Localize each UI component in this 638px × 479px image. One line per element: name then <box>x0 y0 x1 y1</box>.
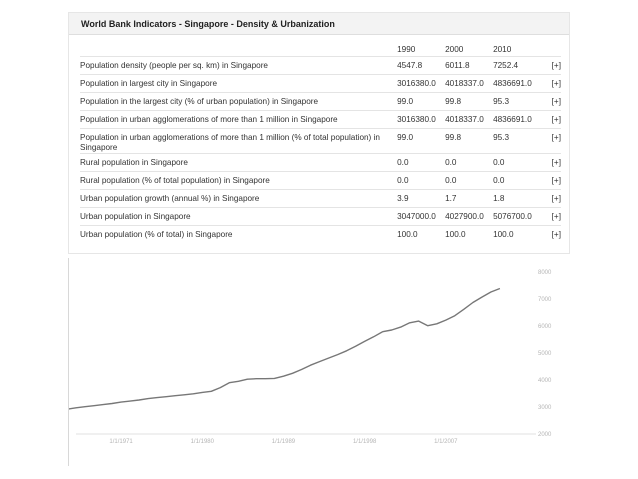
table-row: Rural population in Singapore 0.0 0.0 0.0 [+… <box>80 153 561 172</box>
table-row: Urban population growth (annual %) in Si… <box>80 189 561 208</box>
x-tick-label: 1/1/1971 <box>109 439 133 445</box>
table-row: Population in urban agglomerations of mo… <box>80 128 561 154</box>
header-year-1990: 1990 <box>397 45 416 54</box>
indicator-value: 1.8 <box>493 189 542 208</box>
indicator-name: Rural population (% of total population)… <box>80 171 398 190</box>
indicator-value: 0.0 <box>445 153 494 172</box>
table-header-row: 1990 2000 2010 <box>80 43 561 57</box>
y-tick-label: 3000 <box>538 405 552 411</box>
indicator-value: 99.0 <box>397 128 446 154</box>
y-tick-label: 8000 <box>538 270 552 276</box>
indicator-value: 5076700.0 <box>493 207 542 226</box>
indicator-value: 1.7 <box>445 189 494 208</box>
expand-row-link[interactable]: [+] <box>541 92 561 111</box>
table-row: Population in largest city in Singapore 3… <box>80 74 561 93</box>
table-row: Rural population (% of total population)… <box>80 171 561 190</box>
expand-row-link[interactable]: [+] <box>541 128 561 154</box>
indicator-name: Urban population in Singapore <box>80 207 398 226</box>
x-tick-label: 1/1/2007 <box>434 439 458 445</box>
indicator-value: 99.8 <box>445 128 494 154</box>
indicator-value: 95.3 <box>493 128 542 154</box>
header-name-cell <box>80 43 397 57</box>
expand-row-link[interactable]: [+] <box>541 171 561 190</box>
indicator-value: 3016380.0 <box>397 74 446 93</box>
indicator-value: 99.8 <box>445 92 494 111</box>
x-tick-label: 1/1/1998 <box>353 439 377 445</box>
indicator-value: 4836691.0 <box>493 74 542 93</box>
indicator-value: 6011.8 <box>445 56 494 75</box>
header-year-2010: 2010 <box>493 45 512 54</box>
indicator-value: 0.0 <box>445 171 494 190</box>
indicator-value: 4018337.0 <box>445 110 494 129</box>
indicator-value: 7252.4 <box>493 56 542 75</box>
x-tick-label: 1/1/1980 <box>191 439 215 445</box>
y-tick-label: 4000 <box>538 378 552 384</box>
series-line-0 <box>66 287 501 410</box>
expand-row-link[interactable]: [+] <box>541 225 561 243</box>
expand-row-link[interactable]: [+] <box>541 110 561 129</box>
indicator-value: 3047000.0 <box>397 207 446 226</box>
expand-row-link[interactable]: [+] <box>541 74 561 93</box>
indicator-value: 100.0 <box>397 225 446 243</box>
indicator-value: 4547.8 <box>397 56 446 75</box>
table-row: Population density (people per sq. km) i… <box>80 56 561 75</box>
indicator-value: 0.0 <box>493 153 542 172</box>
indicator-value: 4018337.0 <box>445 74 494 93</box>
indicator-name: Population density (people per sq. km) i… <box>80 56 398 75</box>
panel-title: World Bank Indicators - Singapore - Dens… <box>69 13 569 35</box>
header-year-2000: 2000 <box>445 45 464 54</box>
x-tick-label: 1/1/1989 <box>272 439 296 445</box>
expand-row-link[interactable]: [+] <box>541 207 561 226</box>
indicator-value: 4027900.0 <box>445 207 494 226</box>
indicators-table: 1990 2000 2010 Population density (peopl… <box>80 43 561 243</box>
indicator-name: Urban population growth (annual %) in Si… <box>80 189 398 208</box>
indicator-value: 100.0 <box>493 225 542 243</box>
indicators-panel: World Bank Indicators - Singapore - Dens… <box>68 12 570 254</box>
indicator-value: 0.0 <box>397 153 446 172</box>
indicator-name: Urban population (% of total) in Singapo… <box>80 225 398 243</box>
indicator-name: Population in largest city in Singapore <box>80 74 398 93</box>
chart-area: 2000 3000 4000 5000 6000 7000 8000 1/1/1971 1/1/… <box>66 258 568 468</box>
indicator-value: 99.0 <box>397 92 446 111</box>
y-tick-label: 7000 <box>538 297 552 303</box>
indicator-name: Rural population in Singapore <box>80 153 398 172</box>
expand-row-link[interactable]: [+] <box>541 189 561 208</box>
line-chart: 2000 3000 4000 5000 6000 7000 8000 1/1/1971 1/1/… <box>66 270 552 445</box>
expand-row-link[interactable]: [+] <box>541 56 561 75</box>
y-tick-label: 2000 <box>538 432 552 438</box>
indicator-value: 3016380.0 <box>397 110 446 129</box>
table-row: Population in urban agglomerations of mo… <box>80 110 561 129</box>
header-more-cell <box>541 43 561 57</box>
indicator-value: 0.0 <box>493 171 542 190</box>
indicator-value: 4836691.0 <box>493 110 542 129</box>
indicator-value: 100.0 <box>445 225 494 243</box>
indicator-name: Population in urban agglomerations of mo… <box>80 128 398 154</box>
y-tick-label: 5000 <box>538 351 552 357</box>
expand-row-link[interactable]: [+] <box>541 153 561 172</box>
indicator-name: Population in the largest city (% of urb… <box>80 92 398 111</box>
indicator-value: 95.3 <box>493 92 542 111</box>
table-row: Urban population in Singapore 3047000.0 40… <box>80 207 561 226</box>
table-row: Population in the largest city (% of urb… <box>80 92 561 111</box>
indicator-value: 3.9 <box>397 189 446 208</box>
chart-left-edge <box>68 258 69 466</box>
y-tick-label: 6000 <box>538 324 552 330</box>
indicator-value: 0.0 <box>397 171 446 190</box>
indicator-name: Population in urban agglomerations of mo… <box>80 110 398 129</box>
table-row: Urban population (% of total) in Singapo… <box>80 225 561 243</box>
